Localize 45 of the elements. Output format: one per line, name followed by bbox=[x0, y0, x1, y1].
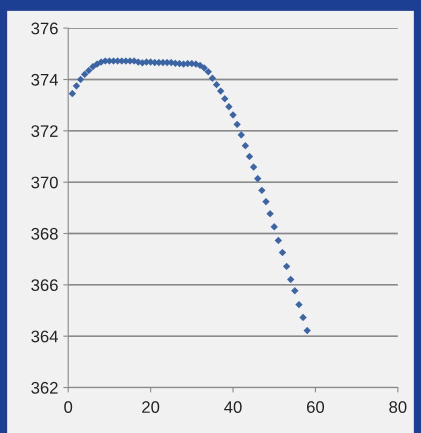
point bbox=[291, 287, 299, 294]
y-tick-label: 362 bbox=[31, 382, 58, 394]
y-tick-label: 364 bbox=[31, 330, 58, 342]
point bbox=[81, 70, 88, 78]
x-tick-label: 20 bbox=[142, 401, 160, 413]
point bbox=[68, 90, 76, 98]
point bbox=[304, 326, 311, 334]
point bbox=[282, 262, 290, 270]
point bbox=[85, 66, 92, 74]
y-tick-label: 374 bbox=[31, 74, 58, 86]
point bbox=[295, 300, 303, 308]
point bbox=[299, 314, 307, 322]
y-tick-label: 366 bbox=[31, 279, 58, 292]
x-tick-label: 80 bbox=[389, 401, 406, 413]
point bbox=[225, 103, 233, 110]
y-tick-label: 372 bbox=[31, 125, 58, 138]
point bbox=[242, 142, 250, 150]
y-tick-label: 370 bbox=[31, 176, 58, 188]
point bbox=[262, 198, 270, 206]
point bbox=[254, 174, 262, 182]
y-tick-label: 376 bbox=[31, 22, 58, 34]
point bbox=[208, 74, 216, 82]
point bbox=[216, 87, 224, 95]
point bbox=[204, 68, 212, 76]
point bbox=[221, 95, 228, 102]
point bbox=[233, 120, 241, 128]
x-tick-label: 60 bbox=[307, 401, 324, 413]
point bbox=[250, 163, 258, 171]
point bbox=[287, 276, 294, 284]
point bbox=[76, 76, 84, 84]
point bbox=[270, 223, 278, 231]
point bbox=[229, 111, 237, 119]
x-tick-label: 0 bbox=[64, 401, 72, 413]
point bbox=[258, 186, 266, 194]
point bbox=[200, 64, 208, 72]
point bbox=[274, 236, 282, 244]
point bbox=[266, 210, 274, 218]
point bbox=[246, 152, 254, 160]
x-tick-label: 40 bbox=[224, 401, 242, 413]
point bbox=[72, 82, 80, 90]
point bbox=[212, 80, 220, 88]
point bbox=[278, 248, 286, 256]
point bbox=[89, 62, 97, 70]
point bbox=[238, 131, 245, 139]
y-tick-label: 368 bbox=[31, 228, 58, 240]
